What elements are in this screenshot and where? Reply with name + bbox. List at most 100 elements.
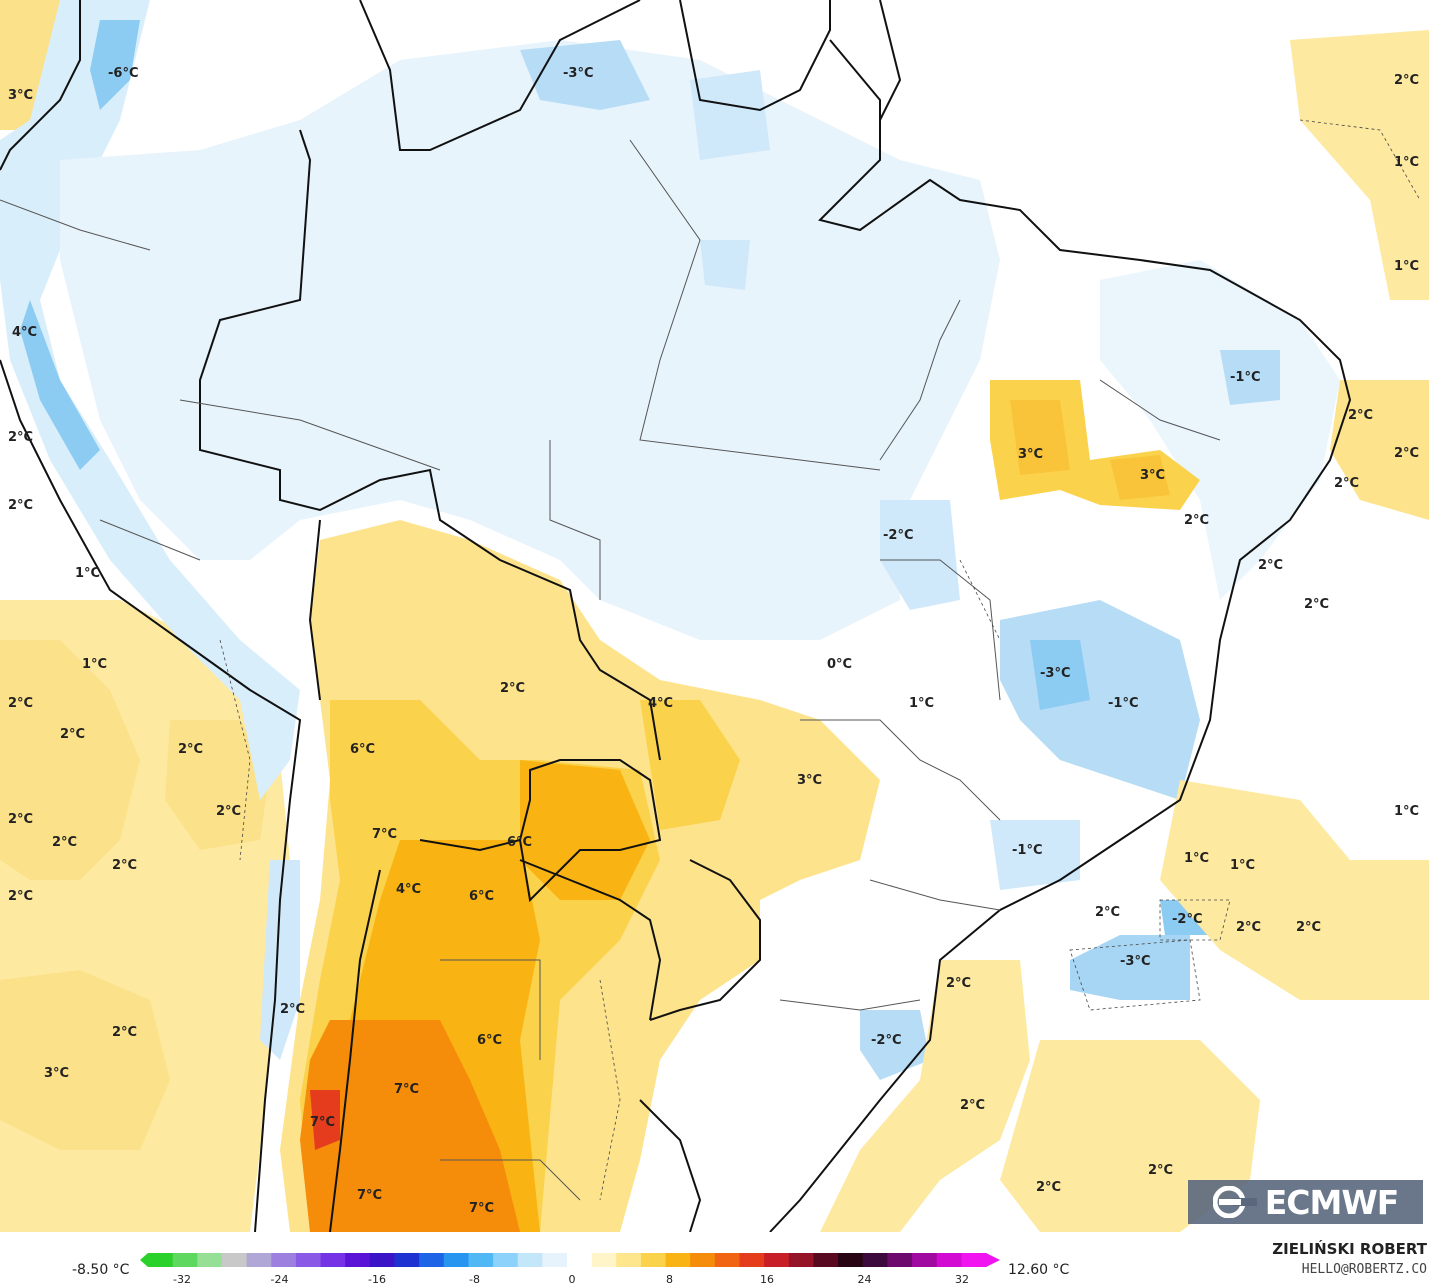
map-label: 1°C	[1394, 155, 1420, 170]
colorbar-segment	[616, 1253, 642, 1267]
colorbar-segment	[517, 1253, 543, 1267]
colorbar-segment	[764, 1253, 790, 1267]
colorbar-segment	[862, 1253, 888, 1267]
map-label: 2°C	[280, 1002, 306, 1017]
map-label: 2°C	[8, 889, 34, 904]
map-label: 2°C	[8, 812, 34, 827]
colorbar-segment	[246, 1253, 272, 1267]
colorbar-segment	[394, 1253, 420, 1267]
map-label: 6°C	[469, 889, 495, 904]
colorbar-segment	[172, 1253, 198, 1267]
map-label: 2°C	[8, 696, 34, 711]
map-label: 2°C	[500, 681, 526, 696]
map-label: 2°C	[1148, 1163, 1174, 1178]
map-label: 2°C	[1258, 558, 1284, 573]
map-label: 2°C	[60, 727, 86, 742]
state-borders	[0, 139, 1221, 1201]
ecmwf-logo: ECMWF	[1188, 1180, 1423, 1224]
colorbar-tick-label: -16	[368, 1273, 386, 1286]
colorbar-segment	[567, 1253, 593, 1267]
map-label: 3°C	[8, 88, 34, 103]
colorbar-min-label: -8.50 °C	[72, 1262, 130, 1278]
temperature-anomaly-map	[0, 0, 1429, 1232]
colorbar-segment	[320, 1253, 346, 1267]
map-label: 2°C	[1095, 905, 1121, 920]
ecmwf-logo-text: ECMWF	[1264, 1182, 1400, 1222]
colorbar-segment	[887, 1253, 913, 1267]
map-label: 1°C	[909, 696, 935, 711]
colorbar-segment	[936, 1253, 962, 1267]
map-label: 2°C	[946, 976, 972, 991]
colorbar-tick-label: 8	[666, 1273, 673, 1286]
colorbar-tick-label: 24	[857, 1273, 872, 1286]
map-label: 2°C	[1236, 920, 1262, 935]
colorbar-segment	[640, 1253, 667, 1267]
map-label: 0°C	[827, 657, 853, 672]
colorbar-segment	[788, 1253, 814, 1267]
map-label: 2°C	[1348, 408, 1374, 423]
map-label: -2°C	[1172, 912, 1203, 927]
colorbar-max-arrow	[986, 1253, 1000, 1267]
colorbar-segment	[419, 1253, 445, 1267]
map-label: 2°C	[1394, 446, 1420, 461]
map-label: 3°C	[44, 1066, 70, 1081]
map-label: -1°C	[1012, 843, 1043, 858]
anomaly-fields	[0, 0, 1429, 1232]
map-label: 2°C	[8, 430, 34, 445]
colorbar-tick-label: -24	[270, 1273, 289, 1286]
colorbar-segment	[813, 1253, 839, 1267]
map-label: -6°C	[108, 66, 139, 81]
colorbar-segment	[271, 1253, 297, 1267]
map-label: 7°C	[469, 1201, 495, 1216]
colorbar-segment	[714, 1253, 741, 1267]
colorbar-max-label: 12.60 °C	[1008, 1262, 1070, 1278]
map-label: 3°C	[797, 773, 823, 788]
map-label: 2°C	[8, 498, 34, 513]
map-label: -2°C	[871, 1033, 902, 1048]
ecmwf-emblem-icon	[1212, 1186, 1257, 1218]
colorbar-tick-label: -32	[173, 1273, 191, 1286]
map-label: 2°C	[1394, 73, 1420, 88]
colorbar-segment	[961, 1253, 987, 1267]
colorbar-tick-label: 32	[955, 1273, 969, 1286]
colorbar-segment	[221, 1253, 248, 1267]
colorbar-segment	[739, 1253, 765, 1267]
map-label: 1°C	[75, 566, 101, 581]
colorbar-tick-label: 16	[760, 1273, 774, 1286]
map-label: 1°C	[1230, 858, 1256, 873]
colorbar-segment	[345, 1253, 371, 1267]
map-label: 2°C	[112, 1025, 138, 1040]
author-name: ZIELIŃSKI ROBERT	[1272, 1240, 1427, 1258]
colorbar-segment	[468, 1253, 494, 1267]
map-label: -3°C	[563, 66, 594, 81]
colorbar-tick-label: -8	[469, 1273, 480, 1286]
map-label: 2°C	[1334, 476, 1360, 491]
map-label: 6°C	[350, 742, 376, 757]
colorbar	[140, 1253, 1000, 1267]
colorbar-segment	[148, 1253, 174, 1267]
map-label: 7°C	[310, 1115, 336, 1130]
map-label: 2°C	[52, 835, 78, 850]
map-label: 2°C	[1036, 1180, 1062, 1195]
colorbar-segment	[493, 1253, 519, 1267]
map-label: 2°C	[1304, 597, 1330, 612]
country-borders	[0, 0, 1352, 1232]
colorbar-segment	[838, 1253, 864, 1267]
map-label: 2°C	[960, 1098, 986, 1113]
map-label: 2°C	[1184, 513, 1210, 528]
colorbar-segment	[542, 1253, 568, 1267]
map-label: 4°C	[12, 325, 38, 340]
author-email: HELLO@ROBERTZ.CO	[1301, 1262, 1427, 1277]
map-label: 2°C	[112, 858, 138, 873]
colorbar-segment	[369, 1253, 395, 1267]
map-label: -3°C	[1040, 666, 1071, 681]
map-label: -1°C	[1108, 696, 1139, 711]
colorbar-segment	[665, 1253, 691, 1267]
colorbar-segment	[197, 1253, 223, 1267]
map-label: 7°C	[394, 1082, 420, 1097]
colorbar-min-arrow	[140, 1253, 148, 1267]
map-label: 2°C	[216, 804, 242, 819]
map-label: 7°C	[357, 1188, 383, 1203]
colorbar-segment	[591, 1253, 617, 1267]
map-label: 4°C	[396, 882, 422, 897]
